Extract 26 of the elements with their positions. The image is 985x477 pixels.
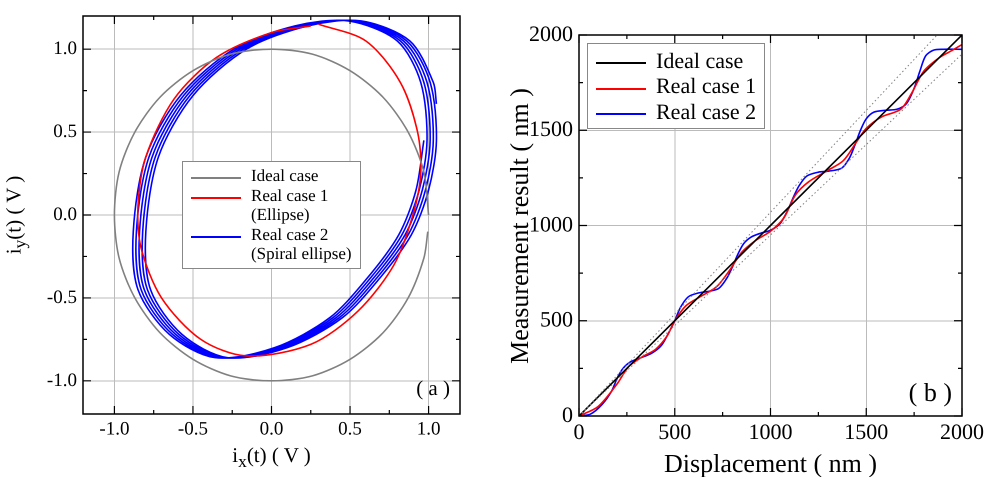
annotation: ( a )	[416, 376, 450, 401]
x-tick-label: 0.0	[260, 418, 284, 440]
y-tick-label: -0.5	[46, 286, 77, 308]
annotation: ( b )	[908, 378, 952, 408]
legend-label: Ideal case	[656, 48, 744, 74]
x-tick-label: 1000	[748, 418, 792, 444]
y-tick-label: 1500	[529, 116, 573, 142]
x-tick-label: 1500	[844, 418, 888, 444]
y-tick-label: -1.0	[46, 370, 77, 391]
y-tick-label: 1.0	[53, 38, 77, 60]
x-tick-label: 0.5	[338, 418, 362, 440]
legend-label: Ideal case	[251, 166, 318, 186]
legend-label: Real case 2	[656, 98, 756, 124]
x-tick-label: 500	[658, 418, 692, 444]
y-tick-label: 2000	[529, 20, 573, 46]
x-tick-label: -0.5	[178, 418, 208, 440]
x-tick-label: 1.0	[416, 418, 440, 440]
y-tick-label: 500	[540, 306, 573, 332]
x-axis-title: i$_{x}$(t) ( V )	[232, 443, 311, 472]
legend-label: Real case 1 (Ellipse)	[251, 186, 328, 225]
y-tick-label: 0.5	[53, 121, 77, 142]
legend-label: Real case 2 (Spiral ellipse)	[251, 224, 352, 264]
x-tick-label: -1.0	[99, 418, 130, 440]
x-tick-label: 2000	[940, 418, 984, 444]
y-tick-label: 0.0	[53, 204, 77, 225]
legend-label: Real case 1	[656, 73, 756, 99]
